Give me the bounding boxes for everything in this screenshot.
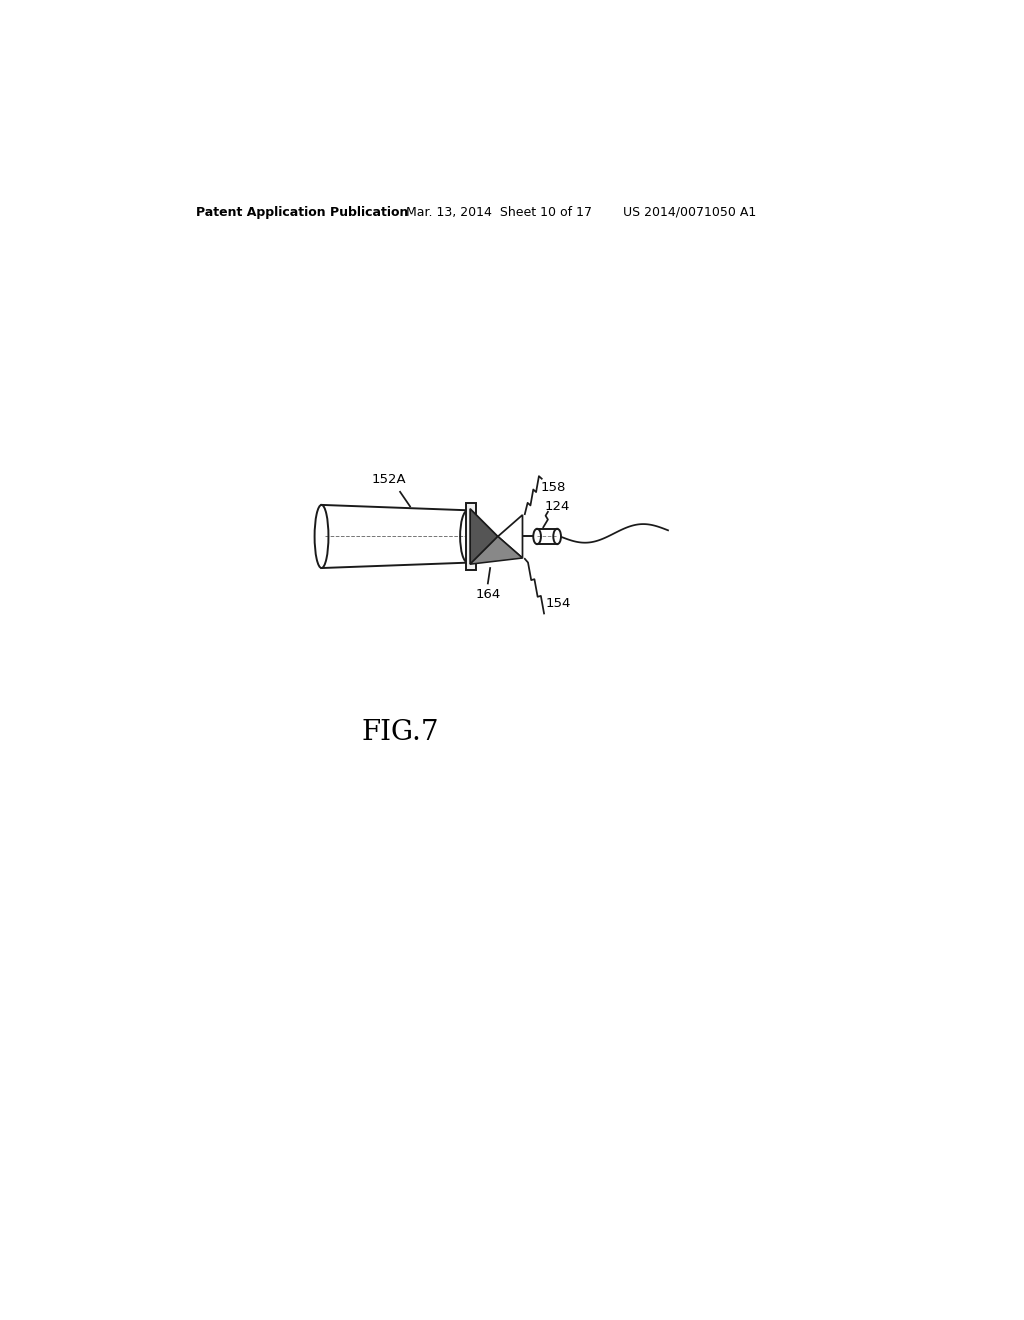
Ellipse shape: [314, 504, 329, 568]
Text: 154: 154: [545, 597, 570, 610]
Polygon shape: [498, 515, 522, 558]
Text: 162: 162: [465, 529, 490, 541]
Ellipse shape: [460, 511, 475, 562]
Text: Mar. 13, 2014  Sheet 10 of 17: Mar. 13, 2014 Sheet 10 of 17: [407, 206, 592, 219]
Text: FIG.7: FIG.7: [361, 718, 439, 746]
Polygon shape: [470, 508, 498, 564]
Polygon shape: [466, 503, 476, 570]
Ellipse shape: [534, 529, 541, 544]
Text: 164: 164: [475, 589, 501, 601]
Text: Patent Application Publication: Patent Application Publication: [196, 206, 409, 219]
Text: 158: 158: [541, 480, 566, 494]
Text: 124: 124: [545, 500, 569, 513]
Polygon shape: [322, 506, 468, 568]
Polygon shape: [470, 536, 522, 564]
Text: 152A: 152A: [372, 473, 407, 486]
Polygon shape: [538, 529, 557, 544]
Ellipse shape: [553, 529, 561, 544]
Text: US 2014/0071050 A1: US 2014/0071050 A1: [624, 206, 757, 219]
